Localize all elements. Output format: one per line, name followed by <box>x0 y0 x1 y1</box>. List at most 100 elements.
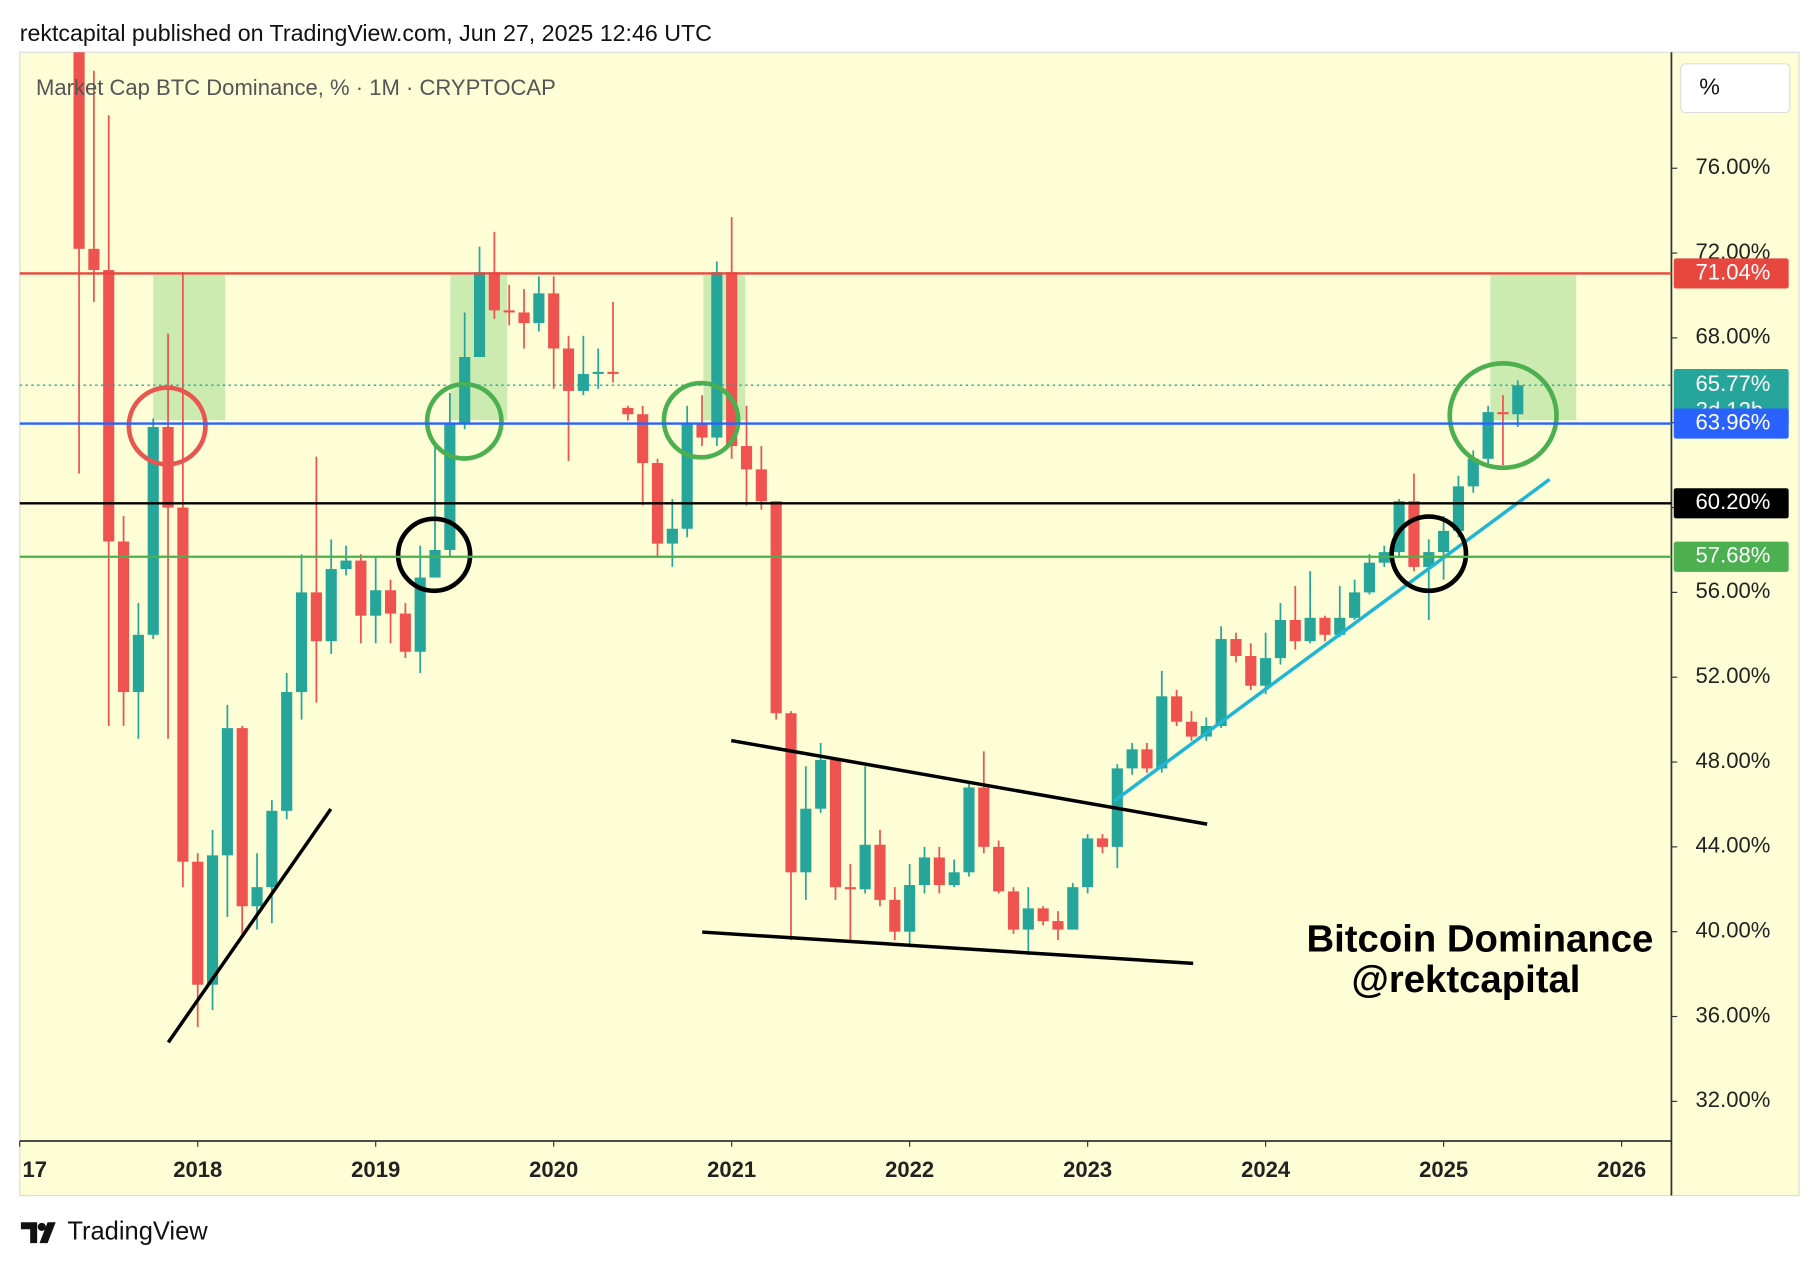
level-tag-label: 63.96% <box>1696 409 1771 434</box>
candle-body <box>1156 696 1168 769</box>
candle-body <box>1423 552 1435 567</box>
candle-body <box>399 613 411 652</box>
chart-background <box>19 51 1800 1197</box>
candle-body <box>607 371 619 374</box>
candle-body <box>918 857 931 886</box>
candle-body <box>1452 486 1465 531</box>
candle-body <box>1245 656 1257 686</box>
candle-body <box>488 272 500 311</box>
candle-body <box>384 590 397 614</box>
candle-body <box>1334 617 1346 635</box>
header: rektcapital published on TradingView.com… <box>20 20 712 46</box>
candle-body <box>1052 921 1064 930</box>
candle-body <box>281 692 293 811</box>
trendline <box>1113 477 1551 803</box>
candle-body <box>370 590 382 616</box>
level-tag-label: 71.04% <box>1696 259 1771 284</box>
level-tag <box>1673 488 1789 519</box>
candle-body <box>755 469 767 502</box>
candle-body <box>1126 749 1138 769</box>
y-tick-label: 44.00% <box>1696 833 1771 858</box>
y-tick-label: 68.00% <box>1696 324 1771 349</box>
x-tick-label: 2025 <box>1419 1157 1468 1182</box>
candle-body <box>1230 639 1242 657</box>
candle-body <box>1037 908 1049 922</box>
candle-body <box>1438 530 1450 553</box>
y-tick-label: 76.00% <box>1696 154 1771 179</box>
candle-body <box>740 446 753 470</box>
x-tick-label: 2020 <box>529 1157 578 1182</box>
candle-body <box>251 887 263 907</box>
candle-body <box>1497 412 1509 415</box>
candle-body <box>132 634 144 693</box>
candles <box>73 52 1524 1028</box>
level-tag <box>1673 258 1789 289</box>
candle-body <box>1289 619 1301 642</box>
logo-dot <box>37 1222 46 1231</box>
candle-body <box>295 592 308 693</box>
candle-body <box>1096 838 1109 847</box>
candle-body <box>1215 639 1227 726</box>
candle-body <box>162 426 174 508</box>
circle <box>424 381 504 461</box>
annotation: Bitcoin Dominance <box>1306 917 1653 960</box>
candle-body <box>1274 619 1287 659</box>
x-tick-label: 2024 <box>1241 1157 1291 1182</box>
level-tag-label: 60.20% <box>1696 489 1771 514</box>
candle-body <box>696 422 708 438</box>
candle-body <box>355 560 367 616</box>
candle-body <box>726 272 738 447</box>
candle-body <box>473 272 486 357</box>
trendline <box>166 808 333 1044</box>
candle-body <box>1482 412 1494 459</box>
circle <box>126 385 208 467</box>
candle-body <box>562 348 575 391</box>
candle-body <box>503 310 515 313</box>
logo-mark <box>20 1222 56 1244</box>
candle-body <box>206 855 219 985</box>
trendline <box>730 738 1208 826</box>
candle-body <box>844 887 856 890</box>
target-box <box>1490 275 1577 421</box>
candle-body <box>236 728 248 907</box>
annotation: @rektcapital <box>1352 958 1581 1001</box>
candle-body <box>1363 562 1376 593</box>
x-tick-label: 2023 <box>1063 1157 1112 1182</box>
level-tag-label: 65.77% <box>1696 371 1771 396</box>
y-tick-label: 40.00% <box>1696 918 1771 943</box>
candle-body <box>1082 838 1094 888</box>
y-tick-label: 36.00% <box>1696 1002 1771 1027</box>
chart-title: Market Cap BTC Dominance, % · 1M · CRYPT… <box>36 75 556 100</box>
candle-body <box>1067 887 1079 930</box>
candle-body <box>681 422 693 529</box>
candle-body <box>340 560 352 570</box>
trendline <box>702 930 1194 966</box>
candle-body <box>874 844 886 900</box>
candle-body <box>829 759 842 888</box>
candle-body <box>266 810 278 888</box>
candle-body <box>1171 696 1183 722</box>
candle-body <box>637 414 649 464</box>
candle-body <box>325 569 337 642</box>
candle-body <box>1467 458 1479 487</box>
candle-body <box>177 507 189 862</box>
y-tick-label: 48.00% <box>1696 748 1771 773</box>
candle-body <box>948 872 960 886</box>
x-tick-label: 2018 <box>173 1157 222 1182</box>
candle-body <box>666 528 678 544</box>
candle-body <box>1408 501 1420 567</box>
candle-body <box>548 293 560 349</box>
x-tick-label: 2021 <box>707 1157 756 1182</box>
level-tag-label: 57.68% <box>1696 543 1771 568</box>
candle-body <box>1141 749 1153 769</box>
level-tag <box>1673 408 1789 439</box>
candle-body <box>192 861 204 985</box>
unit-button-label[interactable]: % <box>1699 73 1720 99</box>
unit-button[interactable] <box>1680 63 1791 114</box>
candle-body <box>221 728 233 856</box>
target-box <box>703 275 746 421</box>
x-tick-label: 17 <box>23 1157 48 1182</box>
candle-body <box>459 356 471 423</box>
candle-body <box>88 248 100 271</box>
